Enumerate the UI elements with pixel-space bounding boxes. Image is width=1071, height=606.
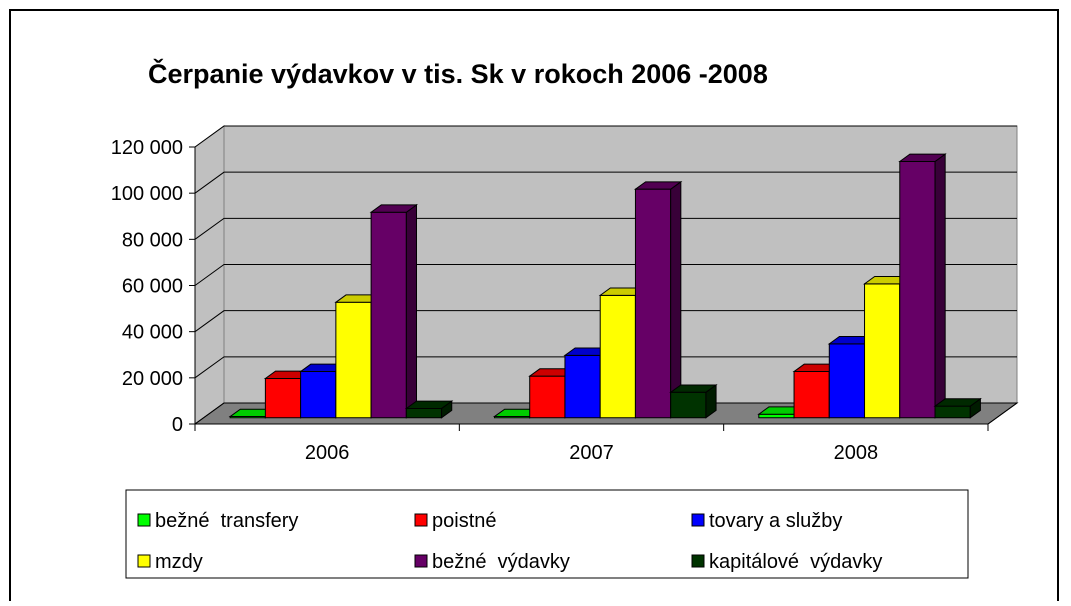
legend-label: bežné transfery bbox=[155, 510, 298, 532]
x-tick-label: 2007 bbox=[569, 442, 614, 464]
bar-side bbox=[405, 203, 418, 419]
bar-top bbox=[369, 204, 419, 213]
legend-swatch bbox=[414, 554, 428, 568]
bar bbox=[933, 397, 982, 419]
legend-swatch bbox=[137, 554, 151, 568]
grid-line bbox=[194, 125, 1017, 148]
bar-front bbox=[370, 211, 407, 419]
bar-top bbox=[669, 384, 718, 393]
bar bbox=[898, 153, 947, 419]
y-tick-label: 80 000 bbox=[122, 229, 183, 251]
bar-front bbox=[564, 354, 601, 419]
y-tick-label: 120 000 bbox=[111, 137, 183, 159]
bar-front bbox=[828, 343, 866, 419]
bar-top bbox=[933, 398, 982, 407]
legend bbox=[125, 489, 969, 579]
grid-line bbox=[194, 402, 1017, 425]
bar-side bbox=[934, 153, 946, 419]
grid-line bbox=[194, 171, 1017, 194]
bar-front bbox=[300, 371, 337, 419]
y-tick-label: 60 000 bbox=[122, 276, 183, 298]
bar-front bbox=[793, 371, 830, 419]
x-tick-label: 2008 bbox=[834, 442, 879, 464]
bar-front bbox=[670, 391, 707, 419]
y-tick-label: 20 000 bbox=[122, 368, 183, 390]
y-tick-label: 0 bbox=[172, 414, 183, 436]
y-tick-label: 100 000 bbox=[111, 183, 183, 205]
x-tick-label: 2006 bbox=[305, 442, 350, 464]
grid-line bbox=[194, 310, 1017, 333]
bar-front bbox=[899, 160, 936, 419]
grid-line bbox=[194, 356, 1017, 379]
legend-label: poistné bbox=[432, 510, 497, 532]
bar bbox=[669, 383, 718, 419]
legend-swatch bbox=[414, 513, 428, 527]
bar-front bbox=[405, 407, 443, 419]
y-tick-label: 40 000 bbox=[122, 322, 183, 344]
floor-edge bbox=[987, 402, 1018, 425]
bar-side bbox=[670, 180, 682, 419]
bar-front bbox=[758, 413, 795, 419]
legend-swatch bbox=[137, 513, 151, 527]
bar bbox=[633, 180, 683, 419]
bar-top bbox=[633, 181, 683, 190]
bar-front bbox=[599, 294, 636, 419]
bar-front bbox=[264, 377, 302, 419]
bar-front bbox=[529, 375, 566, 419]
grid-line bbox=[194, 217, 1017, 240]
bar bbox=[369, 203, 419, 419]
legend-label: tovary a služby bbox=[709, 510, 842, 532]
bar-top bbox=[898, 153, 947, 162]
bar-top bbox=[404, 400, 454, 409]
grid-line bbox=[194, 264, 1017, 286]
legend-label: kapitálové výdavky bbox=[709, 551, 882, 573]
bar-front bbox=[634, 188, 672, 419]
chart-title: Čerpanie výdavkov v tis. Sk v rokoch 200… bbox=[148, 58, 768, 89]
legend-label: mzdy bbox=[155, 551, 203, 573]
legend-label: bežné výdavky bbox=[432, 551, 570, 573]
bar-front bbox=[335, 301, 372, 419]
bar-front bbox=[934, 405, 971, 419]
bar bbox=[404, 400, 454, 419]
legend-swatch bbox=[691, 513, 705, 527]
legend-swatch bbox=[691, 554, 705, 568]
bar-front bbox=[864, 283, 901, 419]
